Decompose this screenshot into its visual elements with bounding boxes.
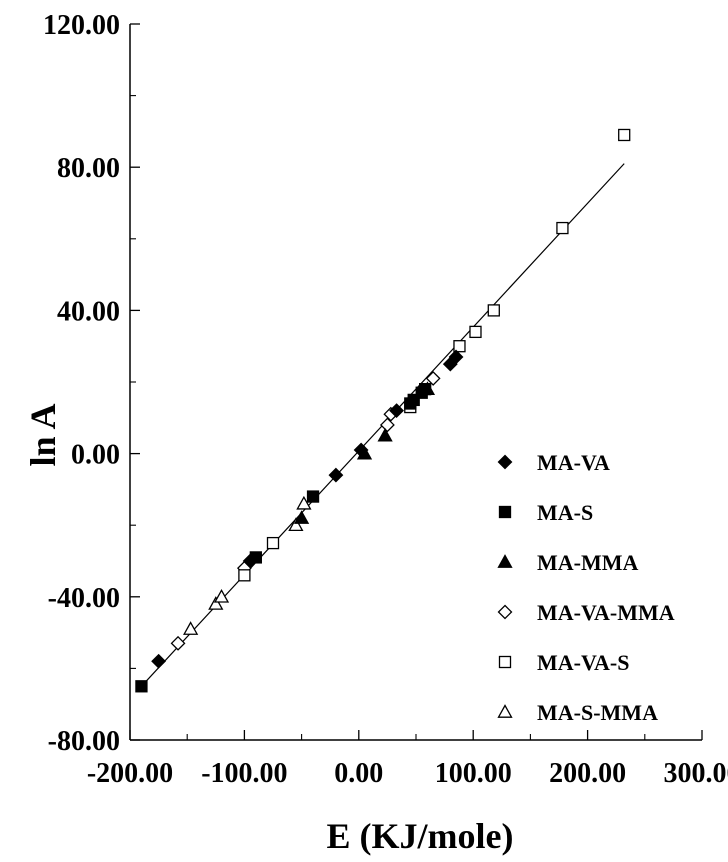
point-ma-s-mma <box>296 495 312 510</box>
x-tick-label: 100.00 <box>435 758 512 789</box>
legend-label-ma-va-mma: MA-VA-MMA <box>537 600 675 625</box>
legend: MA-VA MA-S MA-MMA MA-VA-MMA MA-VA-S MA-S-MMA <box>497 450 675 725</box>
point-ma-va-mma <box>379 417 395 433</box>
legend-marker-ma-va-mma <box>497 604 513 620</box>
point-ma-mma <box>293 510 310 524</box>
legend-marker-ma-va-s <box>498 655 512 669</box>
point-ma-va <box>389 403 404 419</box>
point-ma-mma <box>419 381 436 396</box>
y-tick-label: 40.00 <box>57 296 120 327</box>
point-ma-va-s <box>556 221 569 235</box>
y-tick-label: -40.00 <box>48 583 120 614</box>
x-tick-label: 300.00 <box>664 758 728 789</box>
legend-marker-ma-s-mma <box>497 704 513 718</box>
y-tick-label: 120.00 <box>43 10 120 41</box>
x-tick-label: 200.00 <box>549 758 626 789</box>
point-ma-va <box>448 349 464 365</box>
point-ma-s <box>407 393 420 407</box>
point-ma-va <box>151 653 167 669</box>
y-axis-title: ln A <box>23 403 63 466</box>
axes <box>129 24 702 741</box>
legend-label-ma-mma: MA-MMA <box>537 550 639 575</box>
point-ma-va-s <box>618 128 631 142</box>
x-axis-title: E (KJ/mole) <box>327 816 514 856</box>
legend-label-ma-s: MA-S <box>537 500 593 525</box>
data-points <box>135 128 631 693</box>
point-ma-mma <box>356 445 373 460</box>
x-tick-label: -200.00 <box>87 758 173 789</box>
point-ma-s-mma <box>213 588 230 603</box>
legend-label-ma-s-mma: MA-S-MMA <box>537 700 658 725</box>
legend-label-ma-va-s: MA-VA-S <box>537 650 629 675</box>
ticks: -200.00 -100.00 0.00 100.00 200.00 300.00 -80.… <box>43 10 728 789</box>
point-ma-s <box>249 551 262 564</box>
point-ma-va-mma <box>170 635 186 651</box>
point-ma-mma <box>377 427 393 442</box>
y-tick-label: -80.00 <box>48 726 120 757</box>
point-ma-va-s <box>238 569 251 582</box>
legend-marker-ma-va <box>497 454 513 470</box>
point-ma-s-mma <box>288 517 304 532</box>
point-ma-va-s <box>469 325 482 339</box>
point-ma-s-mma <box>208 596 224 610</box>
point-ma-va-s <box>266 536 280 550</box>
legend-marker-ma-s <box>498 505 512 519</box>
point-ma-s <box>306 490 320 503</box>
point-ma-va <box>328 467 344 483</box>
point-ma-s-mma <box>183 621 199 635</box>
legend-label-ma-va: MA-VA <box>537 450 610 475</box>
x-tick-label: -100.00 <box>201 758 287 789</box>
y-tick-label: 80.00 <box>57 153 120 184</box>
legend-marker-ma-mma <box>497 554 513 568</box>
point-ma-s <box>135 680 148 693</box>
point-ma-va-mma <box>425 371 441 386</box>
point-ma-va-s <box>453 340 466 353</box>
x-tick-label: 0.00 <box>334 758 383 789</box>
point-ma-va-s <box>487 304 500 317</box>
y-tick-label: 0.00 <box>71 440 120 471</box>
